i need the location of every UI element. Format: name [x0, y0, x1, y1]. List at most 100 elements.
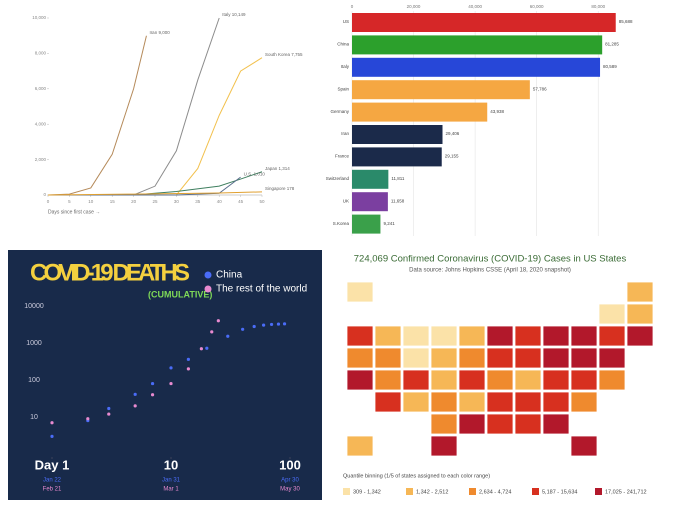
y-tick-label: 10	[30, 414, 38, 421]
point	[276, 322, 281, 326]
point	[186, 367, 190, 371]
state	[374, 391, 402, 413]
legend-title: Quantile binning (1/5 of states assigned…	[343, 473, 490, 479]
state	[346, 435, 374, 457]
point	[199, 347, 203, 351]
category-label: S.Korea	[333, 221, 350, 226]
state	[570, 325, 598, 347]
category-label: Italy	[341, 64, 350, 69]
legend-swatch	[532, 488, 539, 495]
x-tick-label: 100	[279, 457, 301, 472]
state	[486, 391, 514, 413]
bar	[352, 57, 601, 77]
x-axis-label: Days since first case →	[48, 209, 100, 215]
state	[346, 281, 374, 303]
bar	[352, 169, 389, 189]
category-label: Germany	[330, 109, 349, 114]
state	[458, 413, 486, 435]
date-label: Apr 30	[281, 478, 299, 484]
state	[374, 325, 402, 347]
state	[402, 369, 430, 391]
y-tick-label: 1000	[26, 340, 42, 347]
state	[514, 347, 542, 369]
y-tick-label: 0	[43, 192, 46, 197]
map-subtitle: Data source: Johns Hopkins CSSE (April 1…	[409, 268, 571, 274]
series-label: South Korea 7,755	[265, 52, 303, 57]
state	[346, 347, 374, 369]
series-label: Japan 1,314	[265, 166, 290, 171]
x-tick-label: 10	[164, 457, 178, 472]
value-label: 11,658	[391, 198, 405, 203]
legend-swatch	[469, 488, 476, 495]
state	[486, 413, 514, 435]
point	[50, 434, 54, 438]
value-label: 11,811	[391, 176, 405, 181]
state	[626, 281, 654, 303]
bar	[352, 13, 616, 32]
legend-swatch	[343, 488, 350, 495]
state	[514, 369, 542, 391]
value-label: 43,938	[490, 109, 504, 114]
point	[210, 330, 214, 334]
y-tick-label: 10,000	[32, 15, 46, 20]
point	[269, 322, 274, 327]
legend-label: 17,025 - 241,712	[605, 489, 647, 495]
state	[458, 325, 486, 347]
value-label: 81,285	[605, 42, 619, 47]
y-tick-label: 8,000	[35, 51, 47, 56]
value-label: 29,406	[446, 131, 460, 136]
point	[216, 319, 220, 323]
category-label: US	[343, 19, 349, 24]
state	[402, 347, 430, 369]
state	[598, 325, 626, 347]
state	[486, 325, 514, 347]
category-label: UK	[343, 198, 349, 203]
state	[598, 347, 626, 369]
point	[133, 392, 137, 396]
state	[374, 369, 402, 391]
x-tick-label: 20,000	[407, 4, 421, 9]
state	[514, 325, 542, 347]
date-label: Mar 1	[163, 487, 179, 493]
point	[150, 381, 155, 386]
x-tick-label: 20	[131, 199, 137, 204]
x-tick-label: 10	[88, 199, 94, 204]
x-tick-label: 50	[259, 199, 265, 204]
x-tick-label: 40	[217, 199, 223, 204]
y-tick-label: 4,000	[35, 121, 47, 126]
state	[346, 325, 374, 347]
point	[107, 412, 111, 416]
state	[626, 325, 654, 347]
x-tick-label: 60,000	[530, 4, 544, 9]
series-label: U.S. 1,010	[244, 171, 266, 176]
state	[430, 413, 458, 435]
x-tick-label: 40,000	[468, 4, 482, 9]
point	[282, 322, 287, 326]
legend-label: The rest of the world	[216, 284, 307, 295]
category-label: China	[337, 42, 349, 47]
bar	[352, 214, 381, 234]
state	[598, 369, 626, 391]
title: COVID-19 DEATHS	[30, 259, 190, 286]
bar	[352, 192, 388, 212]
state	[542, 413, 570, 435]
state	[458, 391, 486, 413]
state	[402, 325, 430, 347]
series-label: Singapore 178	[265, 186, 295, 191]
value-label: 9,241	[383, 221, 395, 226]
series-line	[48, 17, 220, 196]
point	[150, 393, 155, 397]
state	[430, 369, 458, 391]
state	[374, 347, 402, 369]
bar	[352, 102, 488, 122]
point	[169, 366, 173, 370]
series-line	[47, 191, 263, 196]
state	[458, 369, 486, 391]
legend-label: 1,342 - 2,512	[416, 489, 448, 495]
legend-marker	[204, 285, 212, 293]
x-tick-label: 35	[195, 199, 201, 204]
state	[570, 435, 598, 457]
y-tick-label: 6,000	[35, 86, 47, 91]
state	[542, 347, 570, 369]
